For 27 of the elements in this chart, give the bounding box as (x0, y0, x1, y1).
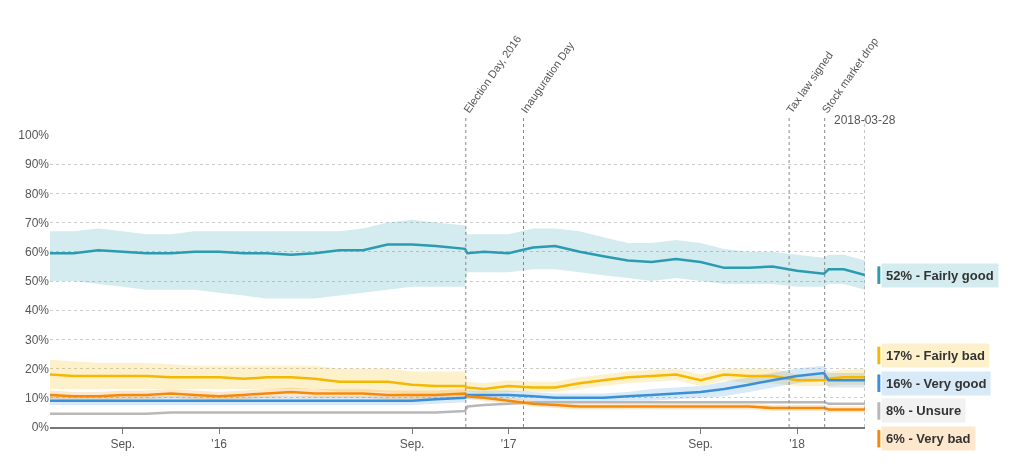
y-tick-label: 60% (24, 245, 50, 259)
line-series (50, 371, 865, 402)
line-series (50, 243, 865, 277)
y-tick-label: 20% (24, 361, 50, 376)
y-tick-label: 90% (24, 157, 50, 172)
x-tick-label: '16 (211, 437, 228, 452)
legend-label: 8% - Unsure (886, 403, 962, 418)
x-tick-label: Sep. (399, 437, 425, 452)
y-tick-label: 30% (24, 332, 50, 347)
x-tick-label: Sep. (688, 437, 713, 452)
x-tick-label: Sep. (110, 437, 136, 452)
line-series (50, 373, 865, 391)
y-tick-label: 0% (31, 420, 50, 435)
annotation: 2018-03-28 (834, 113, 896, 127)
y-tick-label: 100% (18, 128, 50, 143)
x-tick-label: '18 (789, 437, 806, 452)
line-series (50, 400, 865, 416)
y-tick-label: 10% (24, 391, 50, 405)
y-tick-label: 40% (24, 303, 50, 318)
legend-label: 17% - Fairly bad (886, 348, 986, 363)
legend-label: 52% - Fairly good (886, 268, 994, 283)
legend-label: 16% - Very good (886, 376, 987, 391)
y-tick-label: 50% (24, 274, 50, 289)
x-tick-label: '17 (500, 437, 517, 452)
y-tick-label: 80% (24, 186, 50, 201)
y-tick-label: 70% (24, 215, 50, 230)
legend-label: 6% - Very bad (886, 431, 971, 446)
